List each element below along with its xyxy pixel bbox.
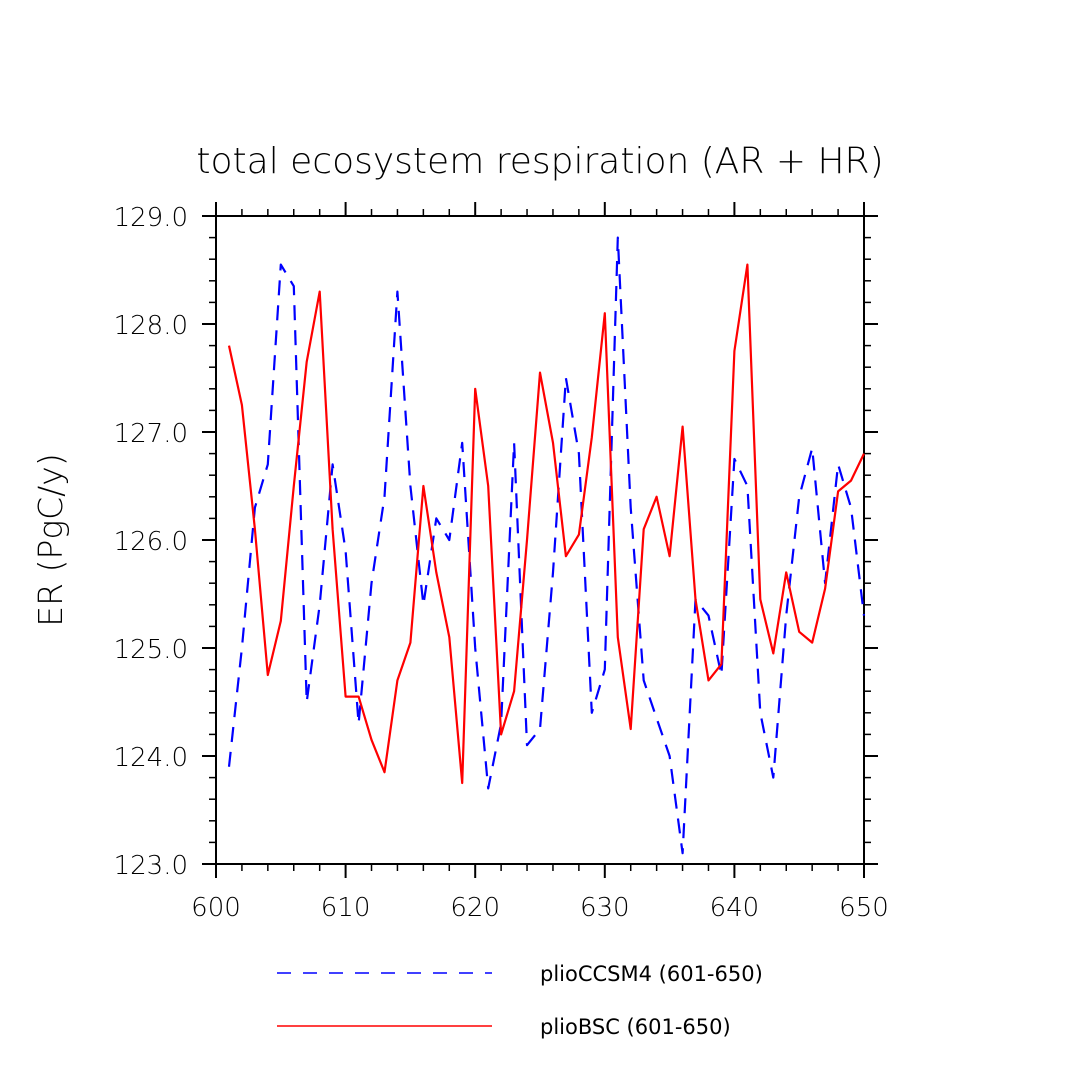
x-tick-label: 640 <box>710 893 760 923</box>
y-tick-label: 129.0 <box>114 203 188 233</box>
x-tick-label: 620 <box>450 893 500 923</box>
series-line-2 <box>227 263 865 785</box>
y-tick-label: 125.0 <box>114 635 188 665</box>
y-tick-label: 128.0 <box>114 311 188 341</box>
axis-ticks <box>202 202 878 878</box>
chart-title: total ecosystem respiration (AR + HR) <box>196 141 883 182</box>
plot-frame <box>215 215 865 865</box>
x-tick-label: 630 <box>580 893 630 923</box>
y-axis-label: ER (PgC/y) <box>31 453 70 626</box>
legend-label-2: plioBSC (601-650) <box>540 1015 731 1039</box>
y-tick-label: 124.0 <box>114 743 188 773</box>
axis-tick-labels: 600 610 620 630 640 650 123.0 124.0 125.0 126.0 12… <box>114 203 889 923</box>
legend-label-1: plioCCSM4 (601-650) <box>540 962 763 986</box>
series-line-1 <box>227 236 866 855</box>
x-tick-label: 610 <box>321 893 371 923</box>
x-tick-label: 650 <box>839 893 889 923</box>
y-tick-label: 123.0 <box>114 851 188 881</box>
legend: plioCCSM4 (601-650) plioBSC (601-650) <box>277 962 763 1039</box>
x-tick-label: 600 <box>191 893 241 923</box>
series-lines <box>227 236 866 855</box>
y-tick-label: 127.0 <box>114 419 188 449</box>
y-tick-label: 126.0 <box>114 527 188 557</box>
